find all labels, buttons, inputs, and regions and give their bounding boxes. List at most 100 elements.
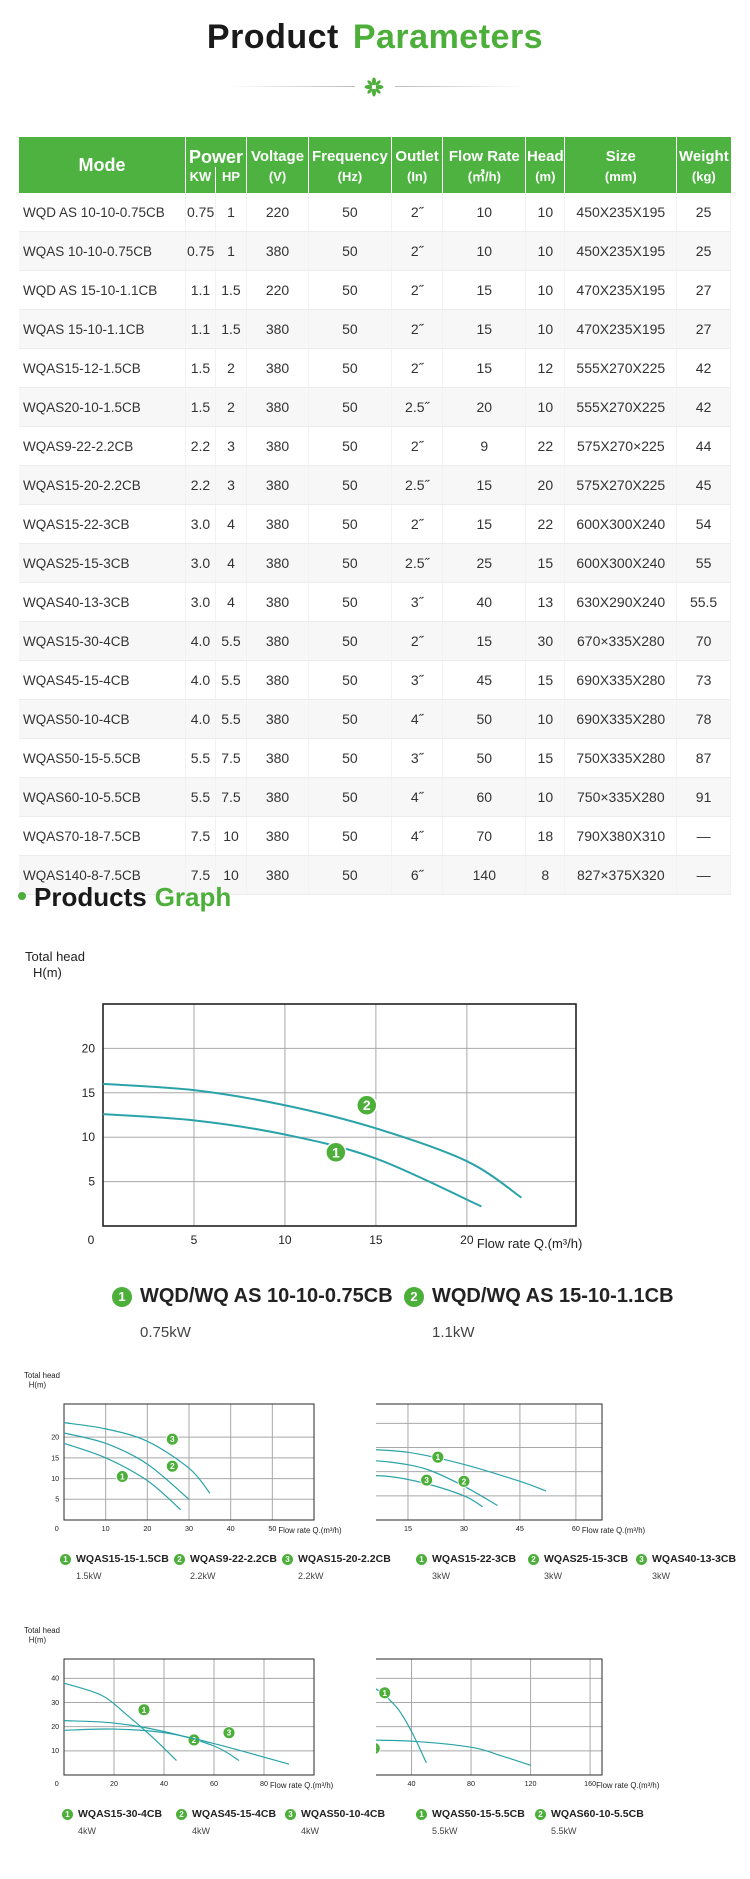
cell-size: 790X380X310: [564, 816, 678, 856]
cell-frequency: 50: [308, 193, 392, 232]
cell-mode: WQAS15-20-2.2CB: [19, 465, 186, 505]
performance-curve-1: [63, 1682, 177, 1761]
cell-frequency: 50: [308, 621, 392, 661]
cell-frequency: 50: [308, 777, 392, 817]
curve-marker-label: 1: [382, 1688, 387, 1698]
cell-frequency: 50: [308, 816, 392, 856]
cell-head: 15: [525, 660, 566, 700]
cell-mode: WQD AS 10-10-0.75CB: [19, 193, 186, 232]
table-row: WQAS15-12-1.5CB 1.5 2 380 50 2˝ 15 12 555X270X22…: [19, 348, 731, 388]
cell-power-hp: 1.5: [215, 309, 247, 349]
y-axis-unit: H(m): [29, 1381, 47, 1390]
legend-d-item-1: 1 WQAS50-15-5.5CB 5.5kW: [416, 1808, 525, 1836]
cell-mode: WQAS50-10-4CB: [19, 699, 186, 739]
cell-size: 690X335X280: [564, 699, 678, 739]
cell-voltage: 380: [246, 621, 310, 661]
curve-marker-1: [115, 1470, 129, 1483]
legend-c-item-2: 2 WQAS45-15-4CB 4kW: [176, 1808, 276, 1836]
cell-power-hp: 1.5: [215, 270, 247, 310]
x-tick-label: 80: [260, 1779, 268, 1788]
cell-outlet: 4˝: [391, 699, 444, 739]
x-tick-label: 30: [460, 1524, 468, 1533]
col-size: Size: [564, 137, 678, 167]
cell-power-kw: 1.5: [185, 348, 216, 388]
legend-b-item-2: 2 WQAS25-15-3CB 3kW: [528, 1553, 628, 1581]
cell-flow-rate: 20: [442, 387, 527, 427]
x-tick-label: 5: [191, 1233, 198, 1247]
col-mode: Mode: [19, 137, 186, 193]
legend-number-badge: 3: [285, 1808, 296, 1820]
x-tick-label: 30: [185, 1524, 193, 1533]
cell-flow-rate: 70: [442, 816, 527, 856]
legend-number-badge: 2: [535, 1808, 546, 1820]
col-outlet: Outlet: [391, 137, 444, 167]
y-axis-unit: H(m): [29, 1636, 47, 1645]
title-divider-left: [225, 86, 355, 87]
cell-head: 10: [525, 777, 566, 817]
cell-weight: 27: [676, 309, 731, 349]
cell-power-hp: 7.5: [215, 738, 247, 778]
legend-power: 4kW: [78, 1826, 96, 1837]
cell-outlet: 2˝: [391, 348, 444, 388]
cell-frequency: 50: [308, 738, 392, 778]
cell-weight: 42: [676, 387, 731, 427]
cell-voltage: 380: [246, 699, 310, 739]
cell-flow-rate: 15: [442, 270, 527, 310]
cell-voltage: 220: [246, 193, 310, 232]
y-tick-label: 10: [51, 1474, 59, 1483]
cell-voltage: 380: [246, 543, 310, 583]
cell-flow-rate: 15: [442, 621, 527, 661]
legend-number-badge: 1: [416, 1808, 427, 1820]
cell-weight: 55.5: [676, 582, 731, 622]
cell-frequency: 50: [308, 855, 392, 895]
legend-number-badge: 1: [112, 1286, 132, 1307]
cell-outlet: 2˝: [391, 426, 444, 466]
x-tick-label: 0: [88, 1233, 95, 1247]
curve-marker-3: [165, 1432, 179, 1446]
x-tick-label: 60: [210, 1779, 218, 1788]
cell-frequency: 50: [308, 231, 392, 271]
main-legend-item-1: 1 WQD/WQ AS 10-10-0.75CB 0.75kW: [112, 1285, 393, 1341]
cell-size: 575X270×225: [564, 426, 678, 466]
cell-flow-rate: 60: [442, 777, 527, 817]
cell-weight: 54: [676, 504, 731, 544]
cell-power-kw: 2.2: [185, 465, 216, 505]
legend-power: 4kW: [192, 1826, 210, 1837]
cell-power-hp: 2: [215, 387, 247, 427]
cell-weight: 44: [676, 426, 731, 466]
curve-marker-1: [137, 1703, 151, 1717]
y-axis-unit: H(m): [33, 965, 62, 980]
cell-frequency: 50: [308, 582, 392, 622]
y-tick-label: 5: [88, 1175, 95, 1189]
y-tick-label: 10: [82, 1130, 96, 1144]
cell-outlet: 2.5˝: [391, 543, 444, 583]
cell-flow-rate: 50: [442, 738, 527, 778]
cell-head: 10: [525, 387, 566, 427]
legend-number-badge: 1: [60, 1553, 71, 1565]
cell-power-kw: 3.0: [185, 504, 216, 544]
legend-number-badge: 3: [636, 1553, 647, 1565]
plot-frame: [63, 1403, 315, 1521]
cell-voltage: 380: [246, 426, 310, 466]
products-graph-title: Products Graph: [18, 882, 231, 913]
legend-number-badge: 2: [176, 1808, 187, 1820]
col-weight: Weight: [676, 137, 731, 167]
cell-size: 690X335X280: [564, 660, 678, 700]
table-row: WQAS45-15-4CB 4.0 5.5 380 50 3˝ 45 15 690X335X28…: [19, 660, 731, 700]
y-tick-label: 5: [55, 1495, 59, 1504]
cell-voltage: 380: [246, 309, 310, 349]
cell-voltage: 380: [246, 660, 310, 700]
legend-power: 4kW: [301, 1826, 319, 1837]
legend-model-name: WQD/WQ AS 15-10-1.1CB: [432, 1285, 674, 1308]
cell-flow-rate: 10: [442, 231, 527, 271]
legend-a-item-2: 2 WQAS9-22-2.2CB 2.2kW: [174, 1553, 277, 1581]
x-tick-label: 15: [369, 1233, 383, 1247]
cell-outlet: 3˝: [391, 738, 444, 778]
cell-power-hp: 1: [215, 231, 247, 271]
cell-mode: WQAS40-13-3CB: [19, 582, 186, 622]
curve-marker-2: [376, 1742, 381, 1755]
x-axis-label: Flow rate Q.(m³/h): [582, 1526, 646, 1535]
cell-weight: 70: [676, 621, 731, 661]
products-graph-title-word1: Products: [34, 882, 147, 912]
